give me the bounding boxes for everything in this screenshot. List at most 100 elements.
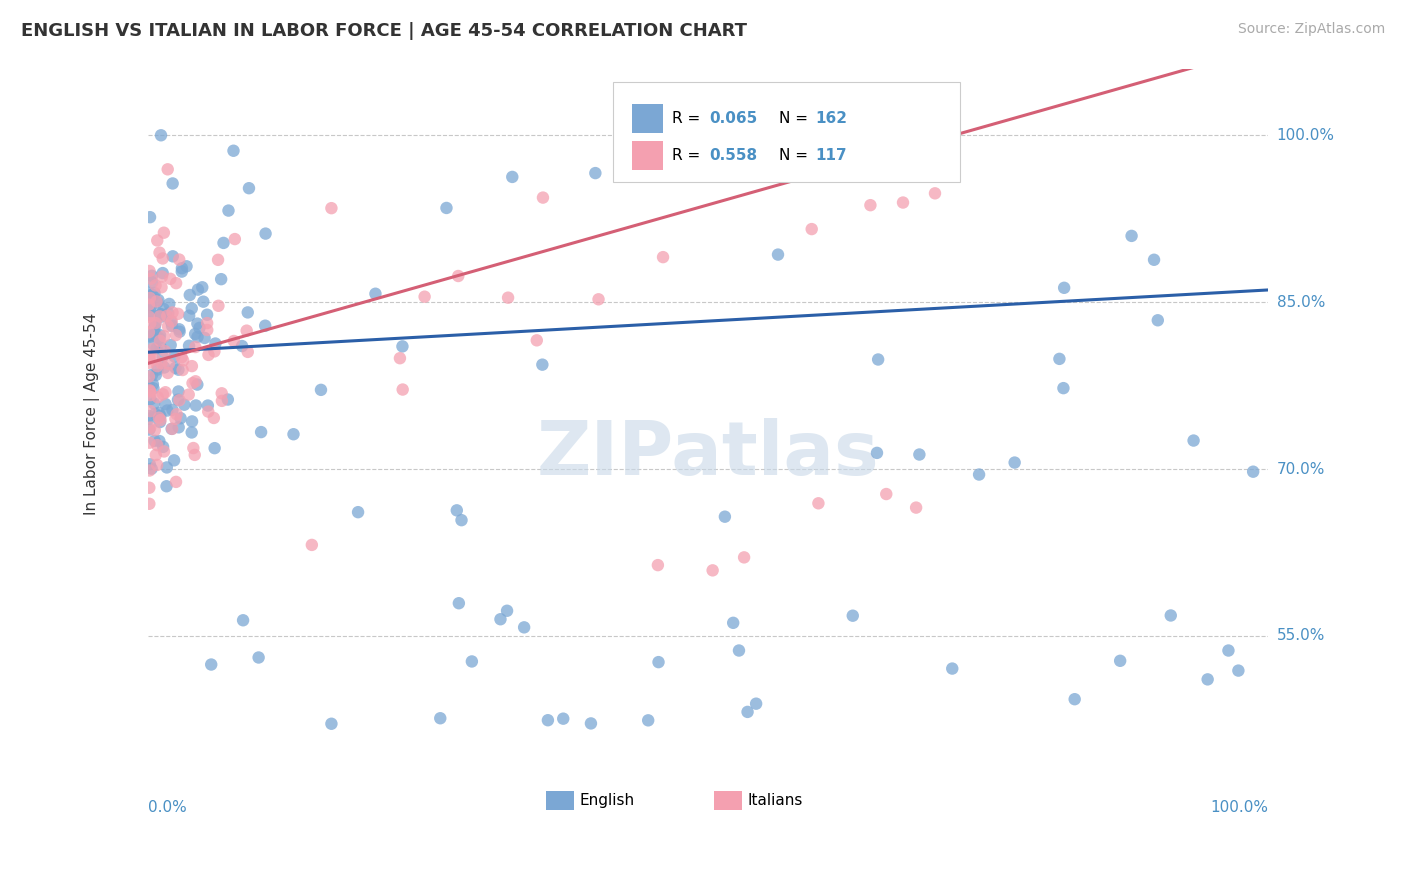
Point (526, 334, 548, 348)
Point (436, 201, 458, 215)
Point (148, 410, 170, 425)
Point (150, 280, 173, 294)
Point (1109, 654, 1132, 668)
Point (142, 288, 165, 302)
Text: 0.558: 0.558 (709, 148, 758, 163)
Point (138, 325, 160, 339)
Point (163, 453, 186, 467)
Point (364, 286, 387, 301)
Point (197, 404, 219, 418)
Point (149, 328, 172, 343)
Point (321, 716, 343, 731)
Point (139, 457, 162, 471)
Point (153, 360, 176, 375)
FancyBboxPatch shape (631, 141, 664, 169)
Text: ZIPatlas: ZIPatlas (537, 418, 879, 491)
Point (152, 266, 174, 280)
Point (160, 422, 183, 436)
Point (149, 415, 172, 429)
Point (553, 712, 575, 726)
Point (155, 385, 177, 400)
Point (218, 203, 240, 218)
Point (138, 409, 160, 423)
Point (446, 503, 468, 517)
Point (150, 356, 173, 370)
Point (1004, 456, 1026, 470)
Point (143, 407, 166, 421)
Point (212, 235, 235, 250)
Point (391, 383, 413, 397)
Point (167, 362, 190, 376)
Point (145, 294, 167, 309)
Point (875, 487, 897, 501)
Point (388, 351, 411, 366)
Point (138, 285, 160, 300)
Point (138, 264, 160, 278)
Point (531, 358, 554, 372)
Point (186, 330, 208, 344)
Point (148, 434, 170, 448)
Point (170, 350, 193, 364)
Point (766, 247, 789, 261)
Point (167, 252, 190, 267)
Point (143, 423, 166, 437)
Point (138, 356, 160, 370)
Point (184, 340, 207, 354)
Point (156, 309, 179, 323)
Point (150, 307, 173, 321)
Point (141, 268, 163, 283)
Point (143, 320, 166, 334)
Point (139, 420, 162, 434)
Point (155, 397, 177, 411)
Point (187, 283, 209, 297)
Point (145, 368, 167, 382)
Text: 162: 162 (815, 111, 848, 126)
Point (1121, 228, 1143, 243)
Point (165, 412, 187, 426)
Point (579, 716, 602, 731)
Point (149, 307, 172, 321)
Point (932, 128, 955, 143)
Point (146, 295, 169, 310)
Point (156, 460, 179, 475)
Point (496, 291, 519, 305)
Point (160, 318, 183, 333)
Point (173, 398, 195, 412)
Point (165, 276, 187, 290)
Point (138, 328, 160, 343)
Point (637, 714, 659, 728)
Point (146, 362, 169, 376)
Point (167, 307, 190, 321)
Point (941, 662, 963, 676)
Text: 117: 117 (815, 148, 848, 163)
Point (172, 363, 194, 377)
Point (141, 368, 163, 382)
Point (413, 290, 436, 304)
Point (153, 444, 176, 458)
Point (202, 344, 225, 359)
Point (181, 414, 204, 428)
Text: 100.0%: 100.0% (1277, 128, 1334, 143)
Point (652, 250, 675, 264)
Point (159, 314, 181, 328)
Point (197, 348, 219, 362)
Point (180, 359, 202, 373)
Point (501, 169, 523, 184)
Point (1063, 692, 1085, 706)
Text: ENGLISH VS ITALIAN IN LABOR FORCE | AGE 45-54 CORRELATION CHART: ENGLISH VS ITALIAN IN LABOR FORCE | AGE … (21, 22, 747, 40)
Point (146, 234, 169, 248)
Point (461, 655, 484, 669)
Point (165, 475, 187, 489)
Point (167, 420, 190, 434)
Point (496, 604, 519, 618)
FancyBboxPatch shape (631, 103, 664, 133)
Point (180, 425, 202, 440)
Point (146, 438, 169, 452)
Point (138, 481, 160, 495)
Point (162, 402, 184, 417)
Point (184, 399, 207, 413)
Point (347, 505, 370, 519)
Text: 100.0%: 100.0% (1211, 800, 1268, 814)
Point (157, 357, 180, 371)
Text: N =: N = (779, 111, 813, 126)
